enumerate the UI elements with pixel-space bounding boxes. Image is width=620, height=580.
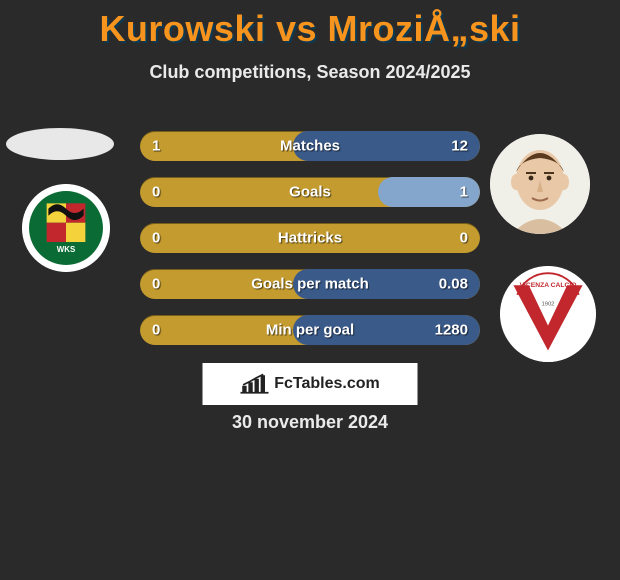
bar-goals: 0 Goals 1	[140, 177, 480, 207]
player-left-avatar	[6, 128, 114, 160]
bar-left-value: 0	[152, 322, 160, 339]
bar-left-value: 0	[152, 230, 160, 247]
footer-brand-text: FcTables.com	[274, 375, 380, 393]
player-right-avatar	[490, 134, 590, 234]
shield-icon: WKS	[22, 184, 110, 272]
club-left-badge: WKS	[22, 184, 110, 272]
bar-label: Goals per match	[251, 276, 369, 293]
bar-right-value: 0	[460, 230, 468, 247]
bar-matches: 1 Matches 12	[140, 131, 480, 161]
comparison-date: 30 november 2024	[0, 412, 620, 433]
chart-icon	[240, 373, 268, 395]
bar-label: Hattricks	[278, 230, 342, 247]
face-icon	[490, 134, 590, 234]
bar-label: Min per goal	[266, 322, 354, 339]
footer-brand[interactable]: FcTables.com	[203, 363, 418, 405]
bar-left-value: 0	[152, 276, 160, 293]
stat-bars: 1 Matches 12 0 Goals 1 0 Hattricks 0 0 G…	[140, 131, 480, 361]
svg-text:WKS: WKS	[57, 245, 75, 254]
svg-text:1902: 1902	[542, 301, 555, 307]
bar-right-value: 1	[460, 184, 468, 201]
shield-icon: VICENZA CALCIO 1902	[500, 266, 596, 362]
bar-right-value: 12	[451, 138, 468, 155]
bar-goals-per-match: 0 Goals per match 0.08	[140, 269, 480, 299]
page-title: Kurowski vs MroziÅ„ski	[0, 8, 620, 50]
bar-left-value: 1	[152, 138, 160, 155]
bar-right-value: 0.08	[439, 276, 468, 293]
bar-hattricks: 0 Hattricks 0	[140, 223, 480, 253]
subtitle: Club competitions, Season 2024/2025	[0, 62, 620, 83]
svg-text:VICENZA CALCIO: VICENZA CALCIO	[520, 282, 577, 289]
bar-right-value: 1280	[435, 322, 468, 339]
club-right-badge: VICENZA CALCIO 1902	[500, 266, 596, 362]
bar-label: Matches	[280, 138, 340, 155]
comparison-card: Kurowski vs MroziÅ„ski Club competitions…	[0, 8, 620, 580]
bar-left-value: 0	[152, 184, 160, 201]
bar-min-per-goal: 0 Min per goal 1280	[140, 315, 480, 345]
bar-label: Goals	[289, 184, 331, 201]
